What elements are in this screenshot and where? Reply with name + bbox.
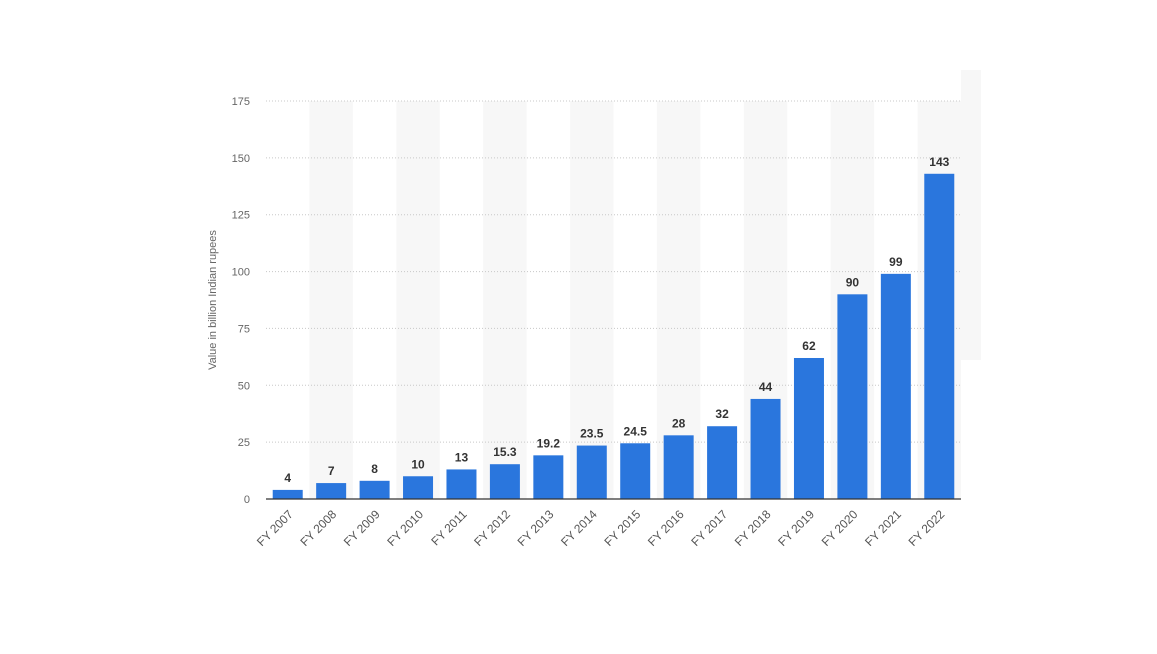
y-tick-label: 150 — [232, 153, 250, 165]
bar — [750, 398, 781, 499]
band-shade — [656, 101, 701, 499]
bar — [880, 273, 911, 499]
x-tick-label: FY 2011 — [428, 507, 469, 548]
value-label: 44 — [759, 380, 773, 394]
y-tick-label: 100 — [232, 267, 250, 279]
x-tick-label: FY 2018 — [732, 507, 774, 549]
y-tick-label: 50 — [238, 380, 250, 392]
x-tick-label: FY 2017 — [688, 507, 730, 549]
value-label: 28 — [672, 416, 686, 430]
value-label: 7 — [328, 464, 335, 478]
value-label: 99 — [889, 255, 903, 269]
bar — [663, 435, 694, 499]
x-tick-label: FY 2012 — [471, 507, 513, 549]
value-label: 13 — [455, 450, 469, 464]
x-tick-label: FY 2021 — [862, 507, 904, 549]
bar — [446, 469, 477, 499]
value-label: 10 — [411, 457, 425, 471]
y-tick-label: 75 — [238, 323, 250, 335]
x-tick-label: FY 2019 — [775, 507, 817, 549]
x-tick-label: FY 2008 — [297, 507, 339, 549]
band-shade — [309, 101, 353, 499]
value-label: 143 — [929, 155, 949, 169]
bar — [316, 483, 347, 499]
bar — [793, 357, 824, 499]
x-tick-label: FY 2015 — [602, 507, 644, 549]
bar — [359, 480, 390, 499]
bar — [924, 173, 955, 499]
panel-shadow — [961, 70, 981, 360]
bar — [707, 426, 738, 499]
band-shade — [483, 101, 527, 499]
x-tick-label: FY 2022 — [906, 507, 948, 549]
y-axis-label: Value in billion Indian rupees — [207, 230, 219, 370]
y-tick-label: 125 — [232, 210, 250, 222]
bar — [837, 294, 868, 499]
x-tick-label: FY 2014 — [558, 507, 600, 549]
bar — [576, 445, 607, 499]
x-tick-label: FY 2020 — [819, 507, 861, 549]
value-label: 90 — [846, 275, 860, 289]
y-tick-label: 0 — [244, 494, 250, 506]
y-tick-label: 25 — [238, 437, 250, 449]
value-label: 19.2 — [537, 436, 561, 450]
bar — [489, 464, 520, 499]
value-label: 8 — [371, 462, 378, 476]
bar — [272, 489, 303, 499]
value-label: 23.5 — [580, 427, 604, 441]
value-label: 15.3 — [493, 445, 517, 459]
band-shade — [570, 101, 614, 499]
value-label: 24.5 — [624, 424, 648, 438]
x-tick-label: FY 2013 — [515, 507, 557, 549]
bar — [620, 443, 651, 499]
x-tick-label: FY 2010 — [384, 507, 426, 549]
value-label: 32 — [715, 407, 729, 421]
bar — [403, 476, 434, 499]
value-label: 4 — [284, 471, 291, 485]
band-shade — [396, 101, 440, 499]
x-tick-label: FY 2009 — [341, 507, 383, 549]
y-tick-label: 175 — [232, 96, 250, 108]
value-label: 62 — [802, 339, 816, 353]
bar — [533, 455, 564, 499]
x-tick-label: FY 2016 — [645, 507, 687, 549]
x-tick-label: FY 2007 — [254, 507, 296, 549]
